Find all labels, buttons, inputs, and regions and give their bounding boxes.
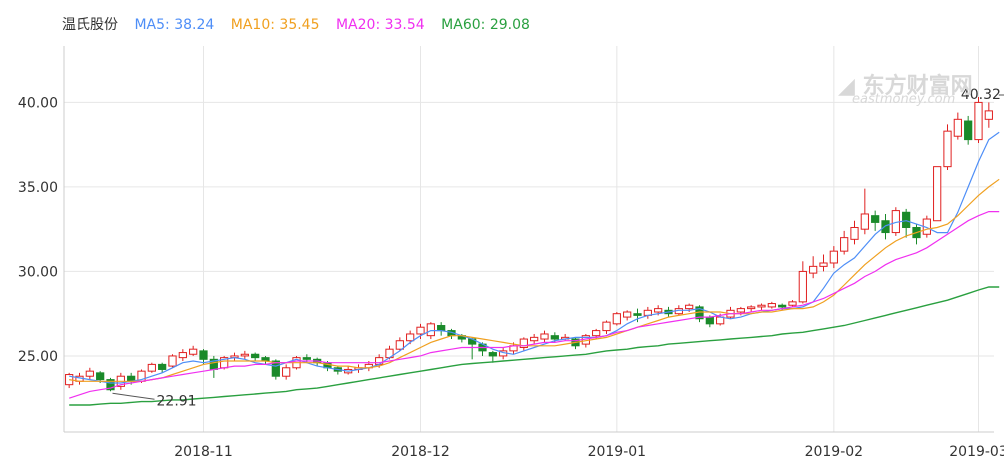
candle-down <box>488 352 497 357</box>
candle-up <box>943 130 952 168</box>
ma5-legend: MA5: 38.24 <box>134 17 215 33</box>
ma5-value: 38.24 <box>174 17 215 33</box>
candle-up <box>809 265 818 274</box>
y-tick-label: 25.00 <box>18 349 58 365</box>
ma10-name: MA10 <box>230 17 271 33</box>
candle-up <box>685 304 694 310</box>
x-tick-label: 2018-12 <box>391 444 450 460</box>
candle-down <box>251 353 260 359</box>
ma5-line <box>69 131 1000 384</box>
candle-down <box>199 350 208 360</box>
candle-up <box>933 166 942 222</box>
candle-up <box>519 338 528 348</box>
ma10-legend: MA10: 35.45 <box>230 17 320 33</box>
candle-down <box>106 379 115 391</box>
candle-up <box>178 352 187 359</box>
ma10-line <box>69 178 1000 382</box>
candle-up <box>788 301 797 306</box>
ma20-legend: MA20: 33.54 <box>335 17 425 33</box>
candle-up <box>540 333 549 340</box>
candle-down <box>778 304 787 308</box>
ma20-name: MA20 <box>335 17 376 33</box>
candle-up <box>767 303 776 308</box>
candle-down <box>96 372 105 381</box>
min-label: 22.91 <box>157 393 197 409</box>
watermark-logo: ◢ 东方财富网 <box>838 74 973 99</box>
y-tick-label: 40.00 <box>18 95 58 111</box>
candle-down <box>302 357 311 360</box>
ma60-name: MA60 <box>441 17 481 33</box>
candle-up <box>85 370 94 377</box>
candle-up <box>984 110 993 120</box>
min-arrow <box>112 392 155 400</box>
candle-up <box>240 353 249 357</box>
max-label: 40.32 <box>961 87 1001 103</box>
candle-up <box>602 321 611 332</box>
candle-up <box>819 262 828 267</box>
candle-up <box>612 313 621 325</box>
x-tick-label: 2018-11 <box>174 444 233 460</box>
candle-down <box>550 335 559 340</box>
candle-up <box>850 226 859 240</box>
x-tick-label: 2019-02 <box>805 444 864 460</box>
candle-up <box>426 323 435 337</box>
candle-up <box>395 340 404 350</box>
candle-up <box>860 213 869 230</box>
candle-up <box>953 118 962 137</box>
candle-up <box>974 101 983 141</box>
candle-up <box>798 270 807 303</box>
candle-down <box>158 363 167 370</box>
ma60-legend: MA60: 29.08 <box>441 17 530 33</box>
x-tick-label: 2019-01 <box>588 444 647 460</box>
candle-down <box>705 316 714 325</box>
candle-up <box>736 308 745 313</box>
x-tick-label: 2019-03 <box>949 444 1004 460</box>
candle-down <box>871 215 880 223</box>
ma20-line <box>69 211 1000 399</box>
chart-legend: 温氏股份 MA5: 38.24 MA10: 35.45 MA20: 33.54 … <box>62 14 542 34</box>
ma60-line <box>69 286 1000 406</box>
candle-up <box>757 304 766 308</box>
candle-up <box>623 311 632 318</box>
candle-down <box>437 325 446 332</box>
candle-down <box>271 360 280 377</box>
ma60-value: 29.08 <box>489 17 530 33</box>
candle-up <box>654 308 663 313</box>
stock-name: 温氏股份 <box>62 17 118 33</box>
y-tick-label: 35.00 <box>18 180 58 196</box>
candle-up <box>406 333 415 342</box>
candle-up <box>168 355 177 367</box>
candle-down <box>881 220 890 234</box>
watermark-text: eastmoney.com <box>852 92 956 107</box>
ma20-value: 33.54 <box>384 17 425 33</box>
candle-down <box>902 211 911 228</box>
y-tick-label: 30.00 <box>18 264 58 280</box>
ma10-value: 35.45 <box>279 17 320 33</box>
ma5-name: MA5 <box>134 17 166 33</box>
candle-up <box>840 237 849 252</box>
candle-up <box>592 330 601 337</box>
candle-up <box>416 326 425 335</box>
candle-down <box>964 120 973 141</box>
candle-up <box>189 348 198 355</box>
candle-up <box>530 336 539 342</box>
candle-up <box>829 250 838 264</box>
candle-up <box>147 363 156 372</box>
candle-down <box>633 313 642 316</box>
candle-up <box>747 306 756 310</box>
candle-up <box>282 367 291 377</box>
